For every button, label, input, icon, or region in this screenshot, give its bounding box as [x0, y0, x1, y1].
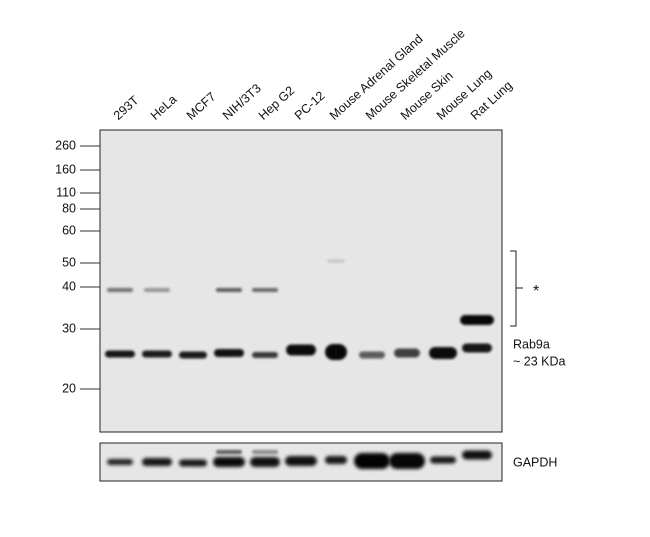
asterisk: *	[533, 283, 539, 300]
marker-label: 260	[55, 138, 76, 152]
size-label: ~ 23 KDa	[513, 354, 566, 368]
lane-label: Hep G2	[256, 83, 297, 122]
marker-label: 80	[62, 201, 76, 215]
band	[216, 288, 242, 292]
lane-label: NIH/3T3	[220, 81, 264, 123]
band	[252, 450, 278, 454]
band	[430, 456, 456, 464]
band	[285, 456, 317, 466]
band	[250, 457, 280, 467]
marker-label: 60	[62, 223, 76, 237]
band	[462, 450, 492, 460]
band	[252, 288, 278, 292]
marker-label: 20	[62, 381, 76, 395]
lane-label: HeLa	[148, 92, 180, 122]
band	[105, 350, 135, 358]
main-blot-panel	[99, 129, 503, 433]
band	[144, 288, 170, 292]
band	[286, 344, 316, 356]
bracket	[510, 250, 523, 327]
band	[460, 315, 494, 325]
band	[107, 459, 133, 465]
band	[107, 288, 133, 292]
band	[359, 351, 385, 359]
band	[462, 343, 492, 353]
band	[142, 350, 172, 358]
loading-control-label: GAPDH	[513, 455, 557, 469]
band	[325, 456, 347, 464]
marker-label: 50	[62, 255, 76, 269]
band	[394, 348, 420, 358]
band	[389, 453, 425, 469]
band	[179, 459, 207, 467]
marker-label: 30	[62, 321, 76, 335]
band	[325, 344, 347, 360]
band	[354, 453, 390, 469]
marker-label: 40	[62, 279, 76, 293]
band	[179, 351, 207, 359]
band	[252, 352, 278, 358]
band	[216, 450, 242, 454]
target-label: Rab9a	[513, 337, 550, 351]
band	[327, 259, 345, 263]
lane-label: PC-12	[292, 89, 328, 123]
marker-label: 160	[55, 162, 76, 176]
band	[429, 347, 457, 359]
lane-label: 293T	[111, 93, 142, 123]
lane-label: MCF7	[184, 89, 219, 122]
band	[213, 457, 245, 467]
band	[214, 349, 244, 357]
band	[142, 458, 172, 466]
marker-label: 110	[56, 185, 76, 199]
